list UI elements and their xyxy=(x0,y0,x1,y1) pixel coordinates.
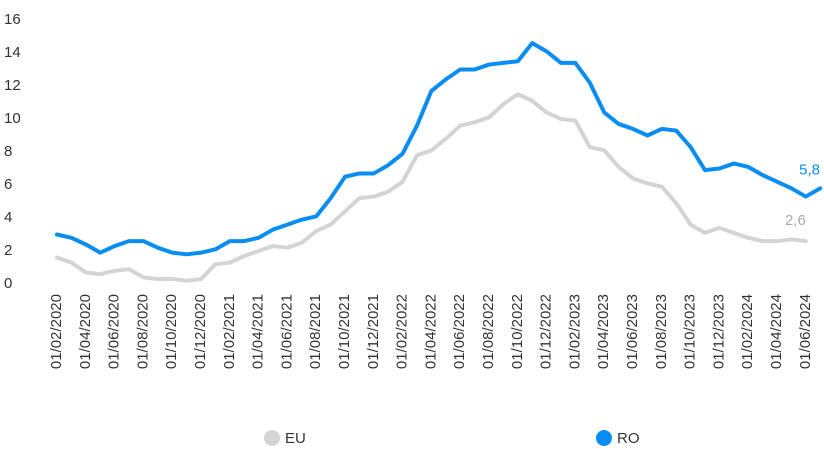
x-tick-label: 01/10/2022 xyxy=(509,294,526,369)
y-tick-label: 4 xyxy=(4,209,12,226)
legend-marker xyxy=(264,430,280,446)
legend-marker xyxy=(596,430,612,446)
x-tick-label: 01/12/2023 xyxy=(710,294,727,369)
y-tick-label: 10 xyxy=(4,110,21,127)
data-label: 2,6 xyxy=(785,212,806,229)
x-tick-label: 01/10/2020 xyxy=(163,294,180,369)
x-tick-label: 01/06/2020 xyxy=(106,294,123,369)
x-tick-label: 01/10/2021 xyxy=(336,294,353,369)
x-tick-label: 01/02/2024 xyxy=(739,294,756,369)
y-tick-label: 6 xyxy=(4,176,12,193)
y-tick-label: 14 xyxy=(4,44,21,61)
y-tick-label: 8 xyxy=(4,143,12,160)
y-tick-label: 12 xyxy=(4,77,21,94)
x-tick-label: 01/08/2022 xyxy=(480,294,497,369)
x-tick-label: 01/06/2023 xyxy=(624,294,641,369)
y-tick-label: 16 xyxy=(4,11,21,28)
x-tick-label: 01/02/2022 xyxy=(394,294,411,369)
legend-label: RO xyxy=(617,430,640,447)
x-tick-label: 01/04/2023 xyxy=(595,294,612,369)
x-tick-label: 01/02/2021 xyxy=(221,294,238,369)
x-tick-label: 01/06/2021 xyxy=(278,294,295,369)
x-tick-label: 01/08/2021 xyxy=(307,294,324,369)
legend-label: EU xyxy=(285,430,306,447)
x-tick-label: 01/04/2020 xyxy=(77,294,94,369)
x-tick-label: 01/04/2024 xyxy=(768,294,785,369)
x-tick-label: 01/02/2023 xyxy=(566,294,583,369)
x-tick-label: 01/04/2021 xyxy=(250,294,267,369)
x-tick-label: 01/02/2020 xyxy=(48,294,65,369)
y-tick-label: 0 xyxy=(4,275,12,292)
line-series xyxy=(55,41,823,257)
x-tick-label: 01/12/2021 xyxy=(365,294,382,369)
x-tick-label: 01/12/2022 xyxy=(538,294,555,369)
data-label: 5,8 xyxy=(799,161,820,178)
x-tick-label: 01/12/2020 xyxy=(192,294,209,369)
x-tick-label: 01/06/2022 xyxy=(451,294,468,369)
line-series xyxy=(55,92,808,283)
y-tick-label: 2 xyxy=(4,242,12,259)
x-tick-label: 01/08/2023 xyxy=(653,294,670,369)
x-tick-label: 01/06/2024 xyxy=(797,294,814,369)
x-tick-label: 01/10/2023 xyxy=(682,294,699,369)
x-tick-label: 01/08/2020 xyxy=(134,294,151,369)
x-tick-label: 01/04/2022 xyxy=(422,294,439,369)
